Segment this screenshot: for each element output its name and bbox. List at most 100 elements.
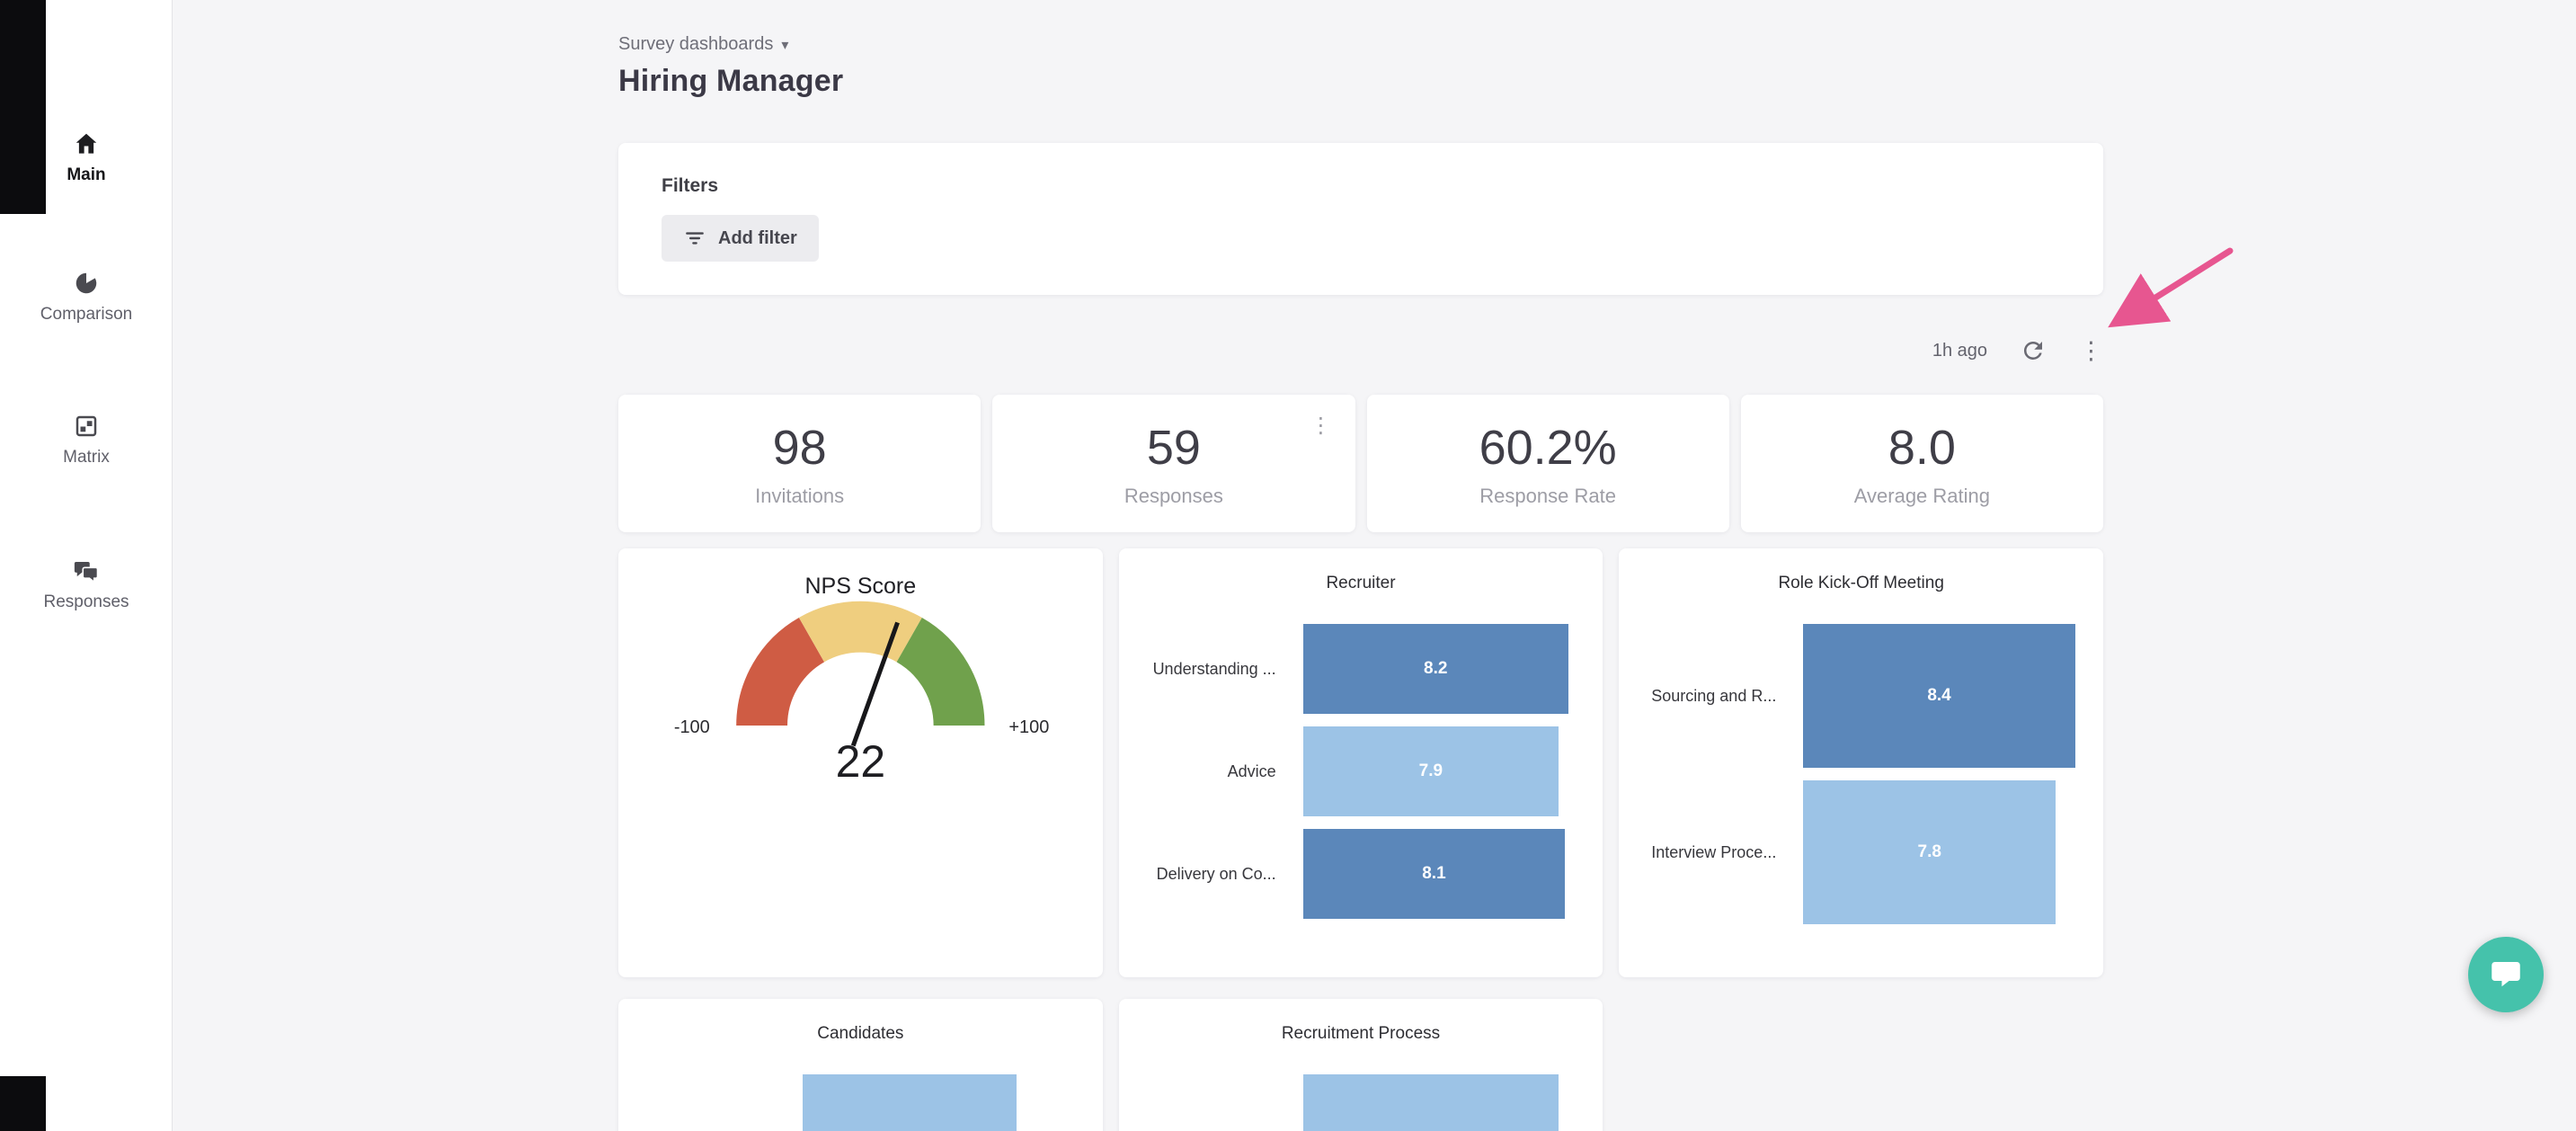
stat-card-response-rate: 60.2% Response Rate [1366,395,1729,532]
stat-value: 98 [772,420,827,475]
window-edge-top [0,0,46,214]
bar[interactable]: 7.9 [1302,1074,1559,1131]
sidebar-item-matrix[interactable]: Matrix [0,413,173,468]
bar-area: 7.8 [1803,780,2103,924]
bar[interactable]: 8.2 [1302,624,1568,714]
stat-value: 59 [1146,420,1201,475]
chart-title: Recruitment Process [1281,1024,1441,1043]
gauge-segment [895,617,985,726]
bar-row: Interview Sched...7.9 [1119,1074,1603,1131]
chart-title: Candidates [817,1024,904,1043]
card-menu-kebab-icon[interactable]: ⋮ [1310,413,1332,438]
charts-row: NPS Score -100 +100 22 Recruiter Understan… [618,548,2103,977]
sidebar-item-label: Matrix [63,448,110,467]
bar[interactable]: 7.8 [1803,780,2056,924]
chat-widget-button[interactable] [2468,937,2544,1012]
bar-value: 7.8 [1917,842,1941,861]
sidebar-item-label: Main [67,165,106,184]
filters-title: Filters [662,175,719,196]
bar-value: 8.2 [1424,659,1448,678]
breadcrumb-label: Survey dashboards [618,34,774,54]
last-refresh-text: 1h ago [1932,340,1987,361]
refresh-icon [2023,341,2042,360]
main-content: Survey dashboards ▾ Hiring Manager Filte… [618,0,2103,1131]
page-title: Hiring Manager [618,64,844,98]
gauge-min-label: -100 [674,717,710,737]
dashboard-toolbar: 1h ago ⋮ [618,335,2103,366]
stat-card-invitations: 98 Invitations [618,395,982,532]
filters-panel: Filters Add filter [618,143,2103,295]
add-filter-button[interactable]: Add filter [662,215,819,262]
annotation-arrow [2108,247,2234,328]
sidebar-item-label: Comparison [40,305,133,324]
bar-value: 8.4 [1927,686,1951,705]
gauge-value: 22 [836,736,885,787]
stat-value: 60.2% [1479,420,1617,475]
bar[interactable]: 8.1 [1302,829,1566,919]
bar-row: Sourcing and R... 8.4 [1619,624,2103,768]
chart-title: NPS Score [804,574,917,599]
bar[interactable]: 8.4 [1803,624,2075,768]
bar-row: Advice 7.9 [1119,726,1603,816]
bar-label: Understanding ... [1152,659,1276,678]
bar-area: 8.4 [1803,624,2103,768]
add-filter-label: Add filter [718,227,797,248]
bar-label: Interview Sched... [1119,1074,1303,1131]
sidebar-item-label: Responses [43,592,129,611]
chat-bubble-icon [2492,962,2520,987]
bar-area: 7.9 [1302,726,1603,816]
bar-label: Sourcing and R... [1651,686,1777,705]
breadcrumb[interactable]: Survey dashboards ▾ [618,34,788,55]
sidebar-item-main[interactable]: Main [0,130,173,185]
candidates-chart-card: Candidates Diverse Talent6.6 [618,999,1103,1131]
gauge-segment [798,601,922,663]
comparison-icon [76,272,97,294]
matrix-icon [76,415,97,437]
chart-title: Recruiter [1326,574,1396,592]
stat-label: Response Rate [1479,484,1616,507]
bar-label: Interview Proce... [1651,842,1777,861]
stat-label: Responses [1124,484,1223,507]
filter-icon [686,232,704,245]
bar-area: 6.6 [803,1074,1103,1131]
gauge-max-label: +100 [1008,717,1049,737]
sidebar-item-comparison[interactable]: Comparison [0,270,173,325]
bar-value: 8.1 [1422,864,1446,883]
stat-label: Average Rating [1853,484,1990,507]
role-kickoff-chart-card: Role Kick-Off Meeting Sourcing and R... 8… [1619,548,2103,977]
stat-card-responses: ⋮ 59 Responses [992,395,1355,532]
bar-chart: Sourcing and R... 8.4 Interview Proce... 7.… [1619,624,2103,924]
chart-title: Role Kick-Off Meeting [1778,574,1944,592]
dashboard-menu-kebab-icon[interactable]: ⋮ [2079,336,2103,365]
nps-gauge: -100 +100 22 [674,601,1049,787]
bar-area: 8.1 [1302,829,1603,919]
sidebar-item-responses[interactable]: Responses [0,557,173,612]
bar-chart: Understanding ... 8.2 Advice 7.9 Delivery on… [1119,624,1603,919]
bar-label: Diverse Talent [618,1074,803,1131]
gauge-segment [736,617,825,726]
refresh-button[interactable] [2020,337,2047,364]
bar-row: Understanding ... 8.2 [1119,624,1603,714]
bar-label: Delivery on Co... [1156,864,1276,883]
bar[interactable]: 6.6 [803,1074,1017,1131]
bar-row: Diverse Talent6.6 [618,1074,1103,1131]
bar-chart: Interview Sched...7.9 [1119,1074,1603,1131]
bar-area: 7.9 [1302,1074,1603,1131]
bar-area: 8.2 [1302,624,1603,714]
stat-cards-row: 98 Invitations ⋮ 59 Responses 60.2% Resp… [618,395,2103,532]
bar[interactable]: 7.9 [1302,726,1559,816]
nps-score-card: NPS Score -100 +100 22 [618,548,1103,977]
responses-icon [74,562,99,584]
recruiter-chart-card: Recruiter Understanding ... 8.2 Advice 7.9 D… [1118,548,1603,977]
bar-chart: Diverse Talent6.6 [618,1074,1103,1131]
stat-label: Invitations [755,484,845,507]
recruitment-process-chart-card: Recruitment Process Interview Sched...7.… [1118,999,1603,1131]
home-icon [76,133,97,154]
bar-row: Delivery on Co... 8.1 [1119,829,1603,919]
bar-value: 7.9 [1418,761,1443,780]
bar-row: Interview Proce... 7.8 [1619,780,2103,924]
bottom-charts-row: Candidates Diverse Talent6.6 Recruitment… [618,999,2103,1131]
chevron-down-icon: ▾ [781,37,789,53]
window-edge-bottom [0,1076,46,1131]
gauge-needle [850,621,900,747]
